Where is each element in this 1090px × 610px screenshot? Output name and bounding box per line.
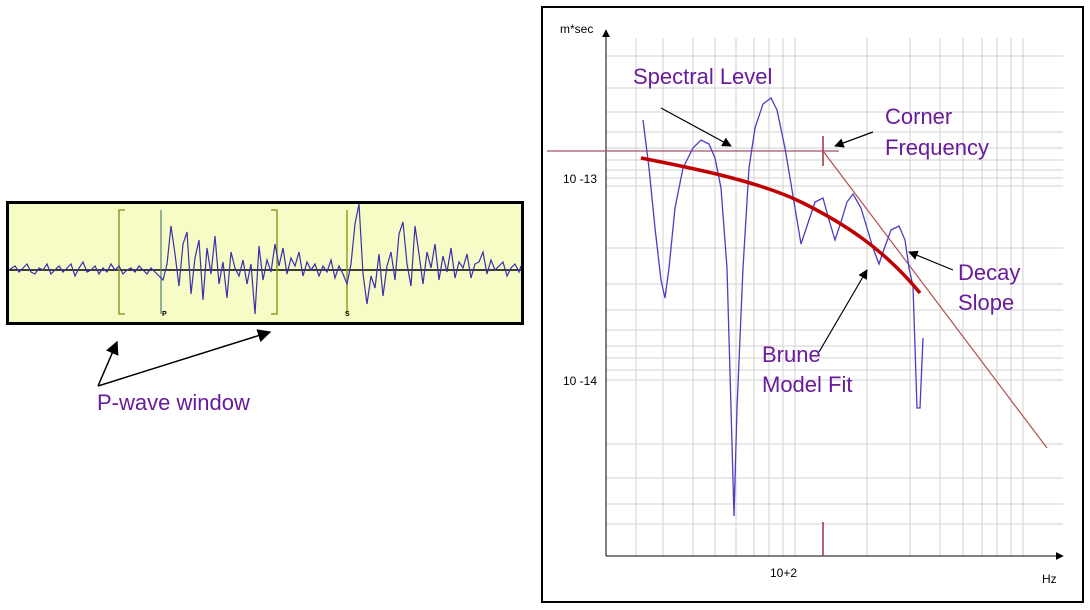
- x-axis-unit: Hz: [1042, 572, 1057, 586]
- y-tick-1e-13: 10 -13: [563, 172, 598, 186]
- arrow-decay-slope: [908, 250, 954, 271]
- brune-fit-curve: [640, 156, 922, 295]
- annotation-corner-line1: Corner: [885, 104, 953, 129]
- p-window-end-bracket: [271, 209, 278, 315]
- y-axis-unit: m*sec: [560, 22, 594, 36]
- annotation-brune-line2: Model Fit: [762, 372, 853, 397]
- arrow-brune-fit: [818, 269, 868, 353]
- p-window-label: P-wave window: [97, 390, 250, 415]
- decay-slope-line: [822, 150, 1048, 449]
- grid: [606, 38, 1063, 556]
- p-window-start-bracket: [118, 209, 125, 315]
- arrow-spectral-level: [660, 107, 732, 147]
- seismogram-panel: P S: [6, 201, 524, 325]
- spectrum-svg: [547, 29, 1064, 560]
- s-marker: S: [345, 311, 350, 318]
- p-window-arrows: [97, 329, 272, 387]
- arrow-to-window-end: [97, 329, 272, 387]
- y-tick-1e-14: 10 -14: [563, 374, 598, 388]
- p-marker: P: [162, 311, 167, 318]
- seismogram-svg: P S: [9, 204, 521, 318]
- arrow-corner-frequency: [834, 131, 874, 148]
- annotation-spectral-level: Spectral Level: [633, 64, 773, 89]
- x-tick-1e2: 10+2: [770, 566, 798, 580]
- annotation-brune-line1: Brune: [762, 342, 821, 367]
- annotation-decay-line2: Slope: [958, 290, 1015, 315]
- arrow-to-window-start: [97, 340, 119, 387]
- waveform: [9, 204, 521, 315]
- annotation-decay-line1: Decay: [958, 260, 1021, 285]
- annotation-corner-line2: Frequency: [885, 135, 989, 160]
- spectrum-curve: [642, 97, 924, 517]
